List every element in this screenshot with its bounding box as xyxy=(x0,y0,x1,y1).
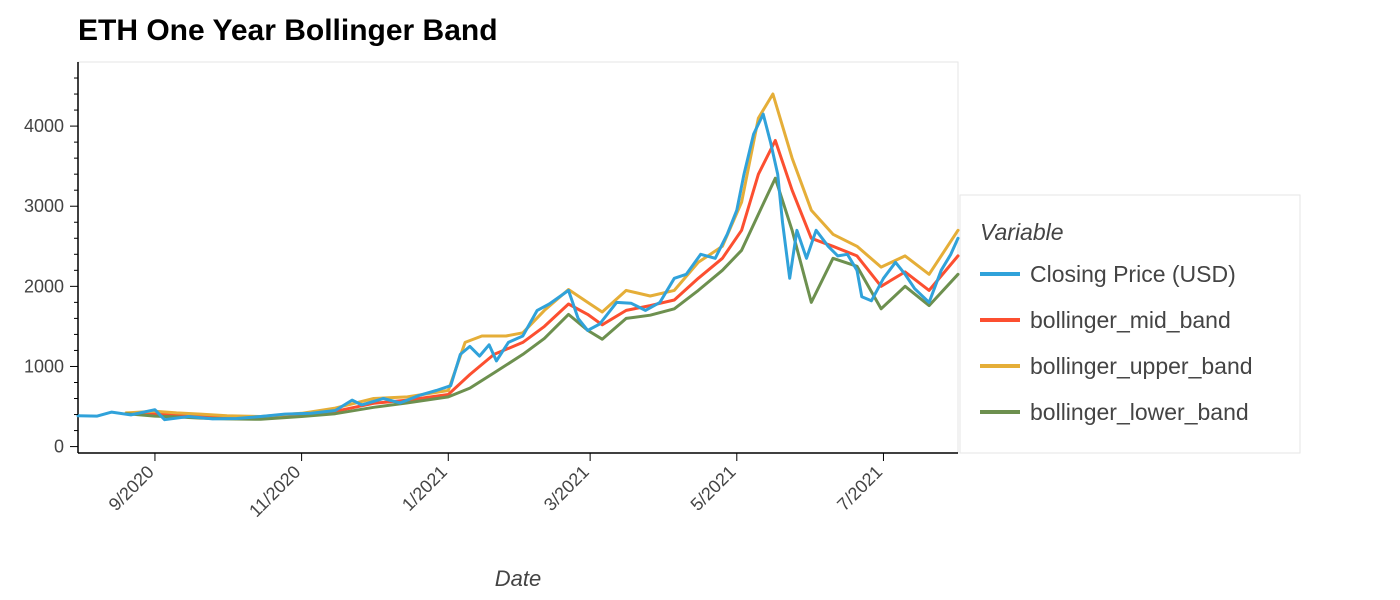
plot-frame xyxy=(77,61,959,454)
x-axis: 9/2020 11/2020 1/2021 3/2021 5/2021 7/2021 xyxy=(105,453,886,521)
y-tick-label: 2000 xyxy=(24,276,64,296)
legend-label: Closing Price (USD) xyxy=(1030,261,1236,287)
legend-label: bollinger_upper_band xyxy=(1030,353,1253,379)
legend-item: bollinger_lower_band xyxy=(980,399,1249,425)
y-axis: 0 1000 2000 3000 4000 xyxy=(24,77,78,457)
legend-item: bollinger_mid_band xyxy=(980,307,1231,333)
x-tick-label: 11/2020 xyxy=(245,462,304,521)
x-tick-label: 9/2020 xyxy=(105,462,158,515)
x-axis-title: Date xyxy=(495,566,541,591)
legend-items: Closing Price (USD) bollinger_mid_bandbol… xyxy=(980,261,1253,425)
y-tick-label: 3000 xyxy=(24,196,64,216)
y-tick-label: 1000 xyxy=(24,356,64,376)
x-tick-label: 1/2021 xyxy=(398,462,451,515)
series-line-bollinger-lower-band xyxy=(124,176,960,421)
legend-label: bollinger_lower_band xyxy=(1030,399,1249,425)
legend-item: bollinger_upper_band xyxy=(980,353,1253,379)
series-line-bollinger-mid-band xyxy=(124,139,960,420)
x-tick-label: 7/2021 xyxy=(833,462,886,515)
x-tick-label: 3/2021 xyxy=(540,462,593,515)
chart-title: ETH One Year Bollinger Band xyxy=(78,14,498,47)
legend-label: bollinger_mid_band xyxy=(1030,307,1231,333)
legend-item: Closing Price (USD) xyxy=(980,261,1236,287)
y-tick-label: 4000 xyxy=(24,116,64,136)
series-line-bollinger-upper-band xyxy=(124,92,960,418)
series-layer xyxy=(76,92,960,422)
y-tick-label: 0 xyxy=(54,437,64,457)
x-tick-label: 5/2021 xyxy=(687,462,740,515)
plot-area-border xyxy=(77,61,959,454)
legend: Variable Closing Price (USD) bollinger_mi… xyxy=(959,194,1301,454)
series-line-closing-price-usd xyxy=(76,112,960,422)
legend-title: Variable xyxy=(980,219,1064,245)
